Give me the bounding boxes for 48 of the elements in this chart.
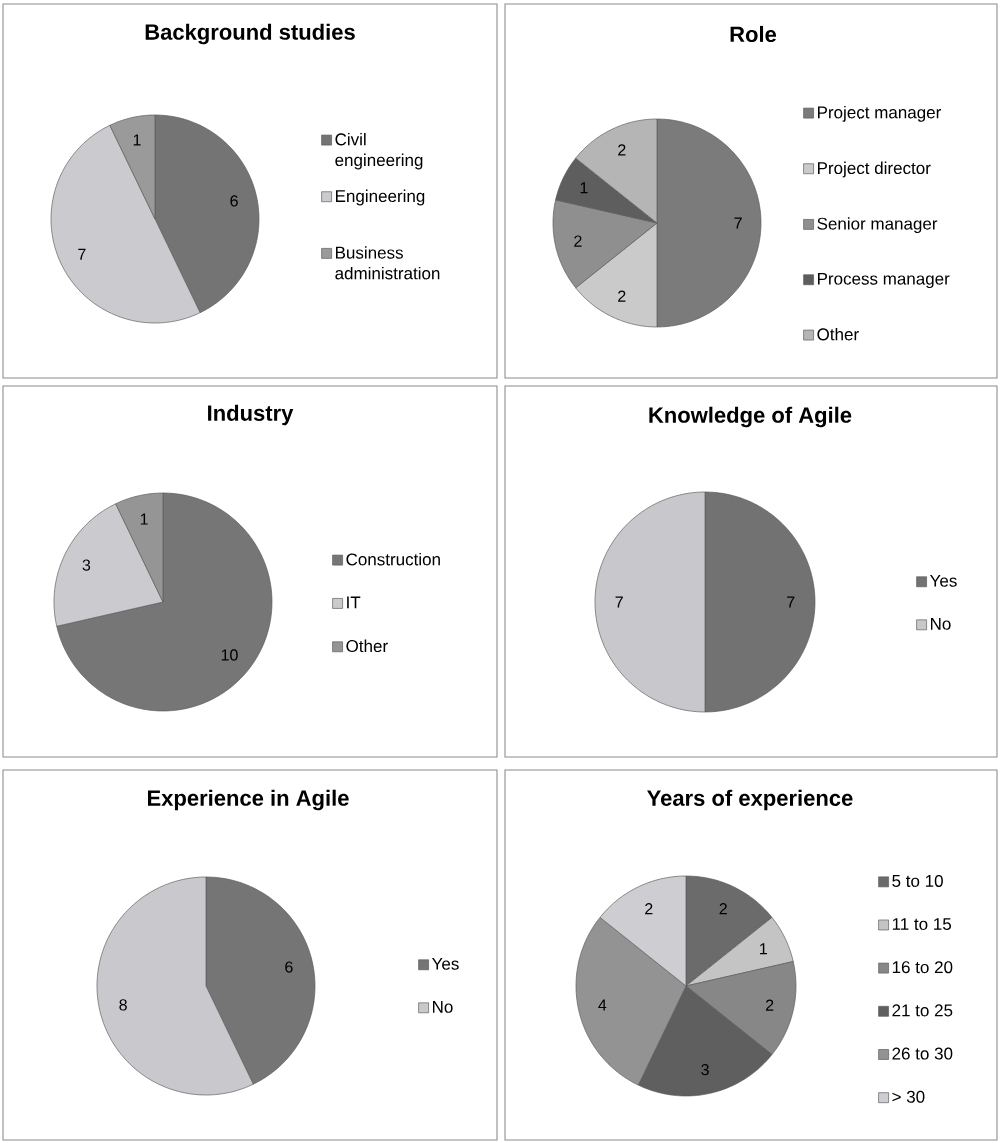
data-label: 8 [119,999,127,1011]
legend-label: Project director [817,161,931,178]
legend-label: 16 to 20 [892,961,953,974]
legend-label: Yes [431,957,459,970]
legend-label: 26 to 30 [892,1047,953,1060]
legend-label: 5 to 10 [892,874,943,887]
data-label: 1 [140,513,148,525]
data-label: 10 [221,649,238,661]
chart-title: Role [730,25,777,43]
legend-label: 11 to 15 [892,918,952,930]
legend-label: Construction [346,552,440,566]
data-label: 7 [78,248,86,260]
data-label: 2 [618,144,626,156]
legend-label: Business administration [335,246,440,280]
data-label: 6 [230,195,238,207]
legend-label: > 30 [892,1090,925,1103]
chart-title: Knowledge of Agile [649,406,852,428]
legend-label: Yes [929,574,957,587]
legend-label: No [931,617,951,630]
data-label: 7 [734,217,742,229]
legend-label: Project manager [817,105,941,122]
data-label: 1 [133,134,141,146]
chart-title: Experience in Agile [147,789,349,811]
data-label: 6 [285,961,293,973]
legend-label: Other [346,639,388,653]
chart-title: Years of experience [647,789,853,811]
legend-label: 21 to 25 [892,1004,953,1017]
data-label: 1 [760,943,767,955]
data-label: 7 [615,596,623,608]
data-label: 2 [765,999,774,1011]
data-label: 2 [645,903,653,915]
legend-label: Civil engineering [335,132,423,170]
data-label: 2 [618,290,626,302]
data-label: 2 [719,903,727,915]
legend-label: Senior manager [817,217,938,234]
data-label: 1 [580,182,588,194]
data-label: 2 [574,235,582,247]
data-label: 4 [598,999,607,1011]
chart-title: Industry [208,404,294,426]
data-label: 3 [82,559,91,571]
legend-label: Process manager [817,272,950,289]
legend-label: Other [817,327,859,341]
legend-label: Engineering [336,189,425,206]
legend-label: IT [347,596,361,609]
chart-title: Background studies [145,23,355,45]
legend-label: No [433,1000,453,1013]
data-label: 7 [787,596,795,608]
data-label: 3 [701,1063,709,1076]
